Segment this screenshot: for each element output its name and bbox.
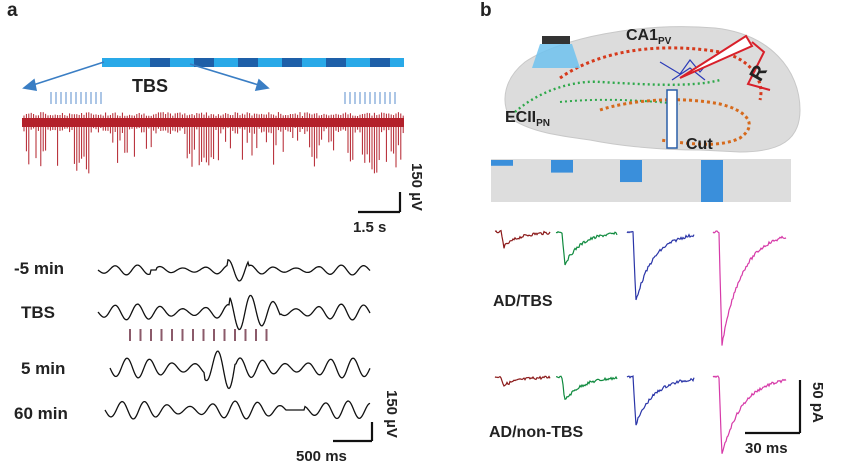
stim-block	[491, 160, 513, 166]
lfp-row-label-2: TBS	[21, 303, 55, 322]
panel-a-letter: a	[7, 0, 18, 21]
scale-bar-top	[358, 192, 402, 214]
ca1-label: CA1PV	[626, 27, 672, 48]
ipsc-trace	[712, 375, 787, 454]
stim-ticks	[50, 92, 396, 104]
lfp-traces	[97, 258, 371, 420]
lfp-row-label-1: -5 min	[14, 259, 65, 278]
tbs-stim-ticks	[129, 329, 268, 341]
hippocampal-slice-diagram	[504, 26, 801, 153]
scale-time-b: 30 ms	[745, 440, 788, 457]
stim-block	[701, 160, 723, 202]
scale-bar-bottom	[333, 422, 374, 443]
condition-label-2: AD/non-TBS	[489, 424, 584, 441]
ipsc-trace	[494, 229, 551, 249]
ipsc-trace	[626, 230, 695, 301]
cut-label: Cut	[686, 136, 713, 153]
scale-time-bottom: 500 ms	[296, 448, 347, 465]
lfp-row-label-4: 60 min	[14, 404, 68, 423]
scale-voltage-top: 150 µV	[408, 163, 425, 211]
ec-label: ECIIPN	[505, 109, 551, 130]
tbs-bar	[102, 58, 404, 67]
stim-block	[551, 160, 573, 173]
tbs-label: TBS	[132, 76, 168, 96]
tbs-arrows	[22, 61, 270, 92]
ipsc-trace	[626, 375, 695, 426]
ipsc-trace	[494, 375, 551, 387]
lfp-trace	[97, 258, 371, 282]
lfp-row-label-3: 5 min	[21, 359, 66, 378]
lfp-trace	[97, 294, 371, 331]
scale-time-top: 1.5 s	[353, 219, 387, 236]
ipsc-trace	[712, 230, 787, 346]
lfp-trace	[104, 400, 371, 420]
ipsc-traces	[494, 229, 787, 454]
scale-bar-b	[745, 380, 802, 435]
spike-raster	[22, 112, 404, 174]
scale-voltage-bottom: 150 µV	[383, 390, 400, 438]
stim-block	[620, 160, 642, 183]
ipsc-trace	[555, 375, 618, 400]
ipsc-trace	[555, 230, 618, 266]
panel-b-letter: b	[480, 0, 492, 21]
lfp-trace	[109, 350, 371, 390]
stimulus-bars	[491, 159, 791, 202]
raster-baseline	[22, 118, 404, 127]
scale-current-b: 50 pA	[809, 382, 826, 423]
condition-label-1: AD/TBS	[493, 293, 553, 310]
